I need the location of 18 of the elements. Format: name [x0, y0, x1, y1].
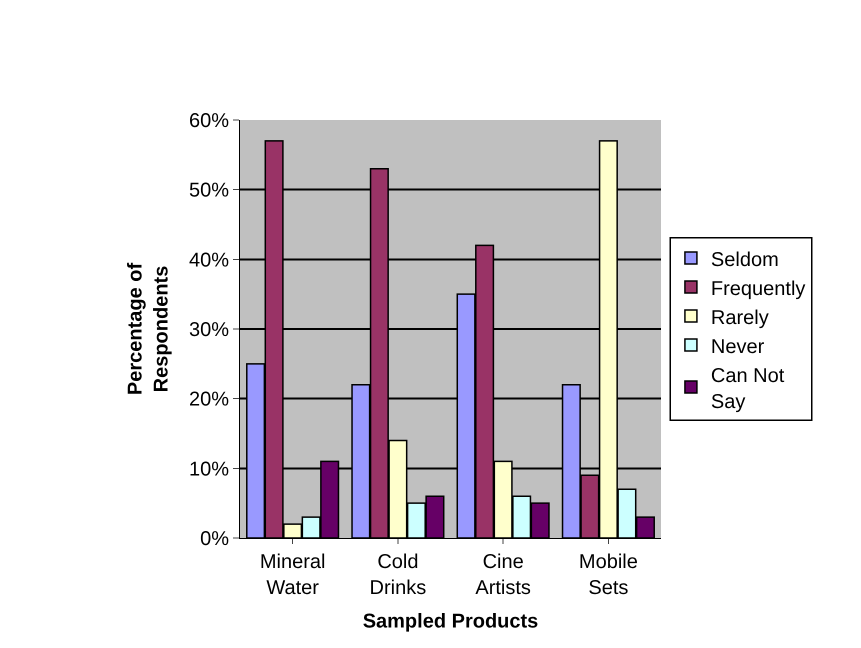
x-axis-title: Sampled Products [362, 610, 538, 632]
y-tick-label: 30% [188, 319, 230, 341]
x-tick-label: Mineral Water [260, 551, 326, 599]
x-tick-label: Mobile Sets [578, 551, 638, 599]
y-tick-label: 40% [188, 249, 230, 272]
y-tick-label: 10% [188, 458, 230, 480]
y-axis-title: Percentage of Respondents [124, 262, 172, 396]
legend-label: Can Not Say [710, 364, 785, 413]
legend-label: Rarely [710, 306, 769, 329]
y-tick-label: 0% [200, 528, 230, 550]
y-tick-label: 20% [188, 388, 230, 411]
x-tick-label: Cold Drinks [370, 551, 426, 599]
x-tick-label: Cine Artists [475, 551, 531, 599]
legend-label: Never [710, 336, 765, 358]
y-tick-label: 60% [188, 110, 230, 132]
y-tick-label: 50% [188, 180, 230, 202]
legend-label: Frequently [710, 278, 806, 300]
legend-label: Seldom [710, 248, 779, 271]
